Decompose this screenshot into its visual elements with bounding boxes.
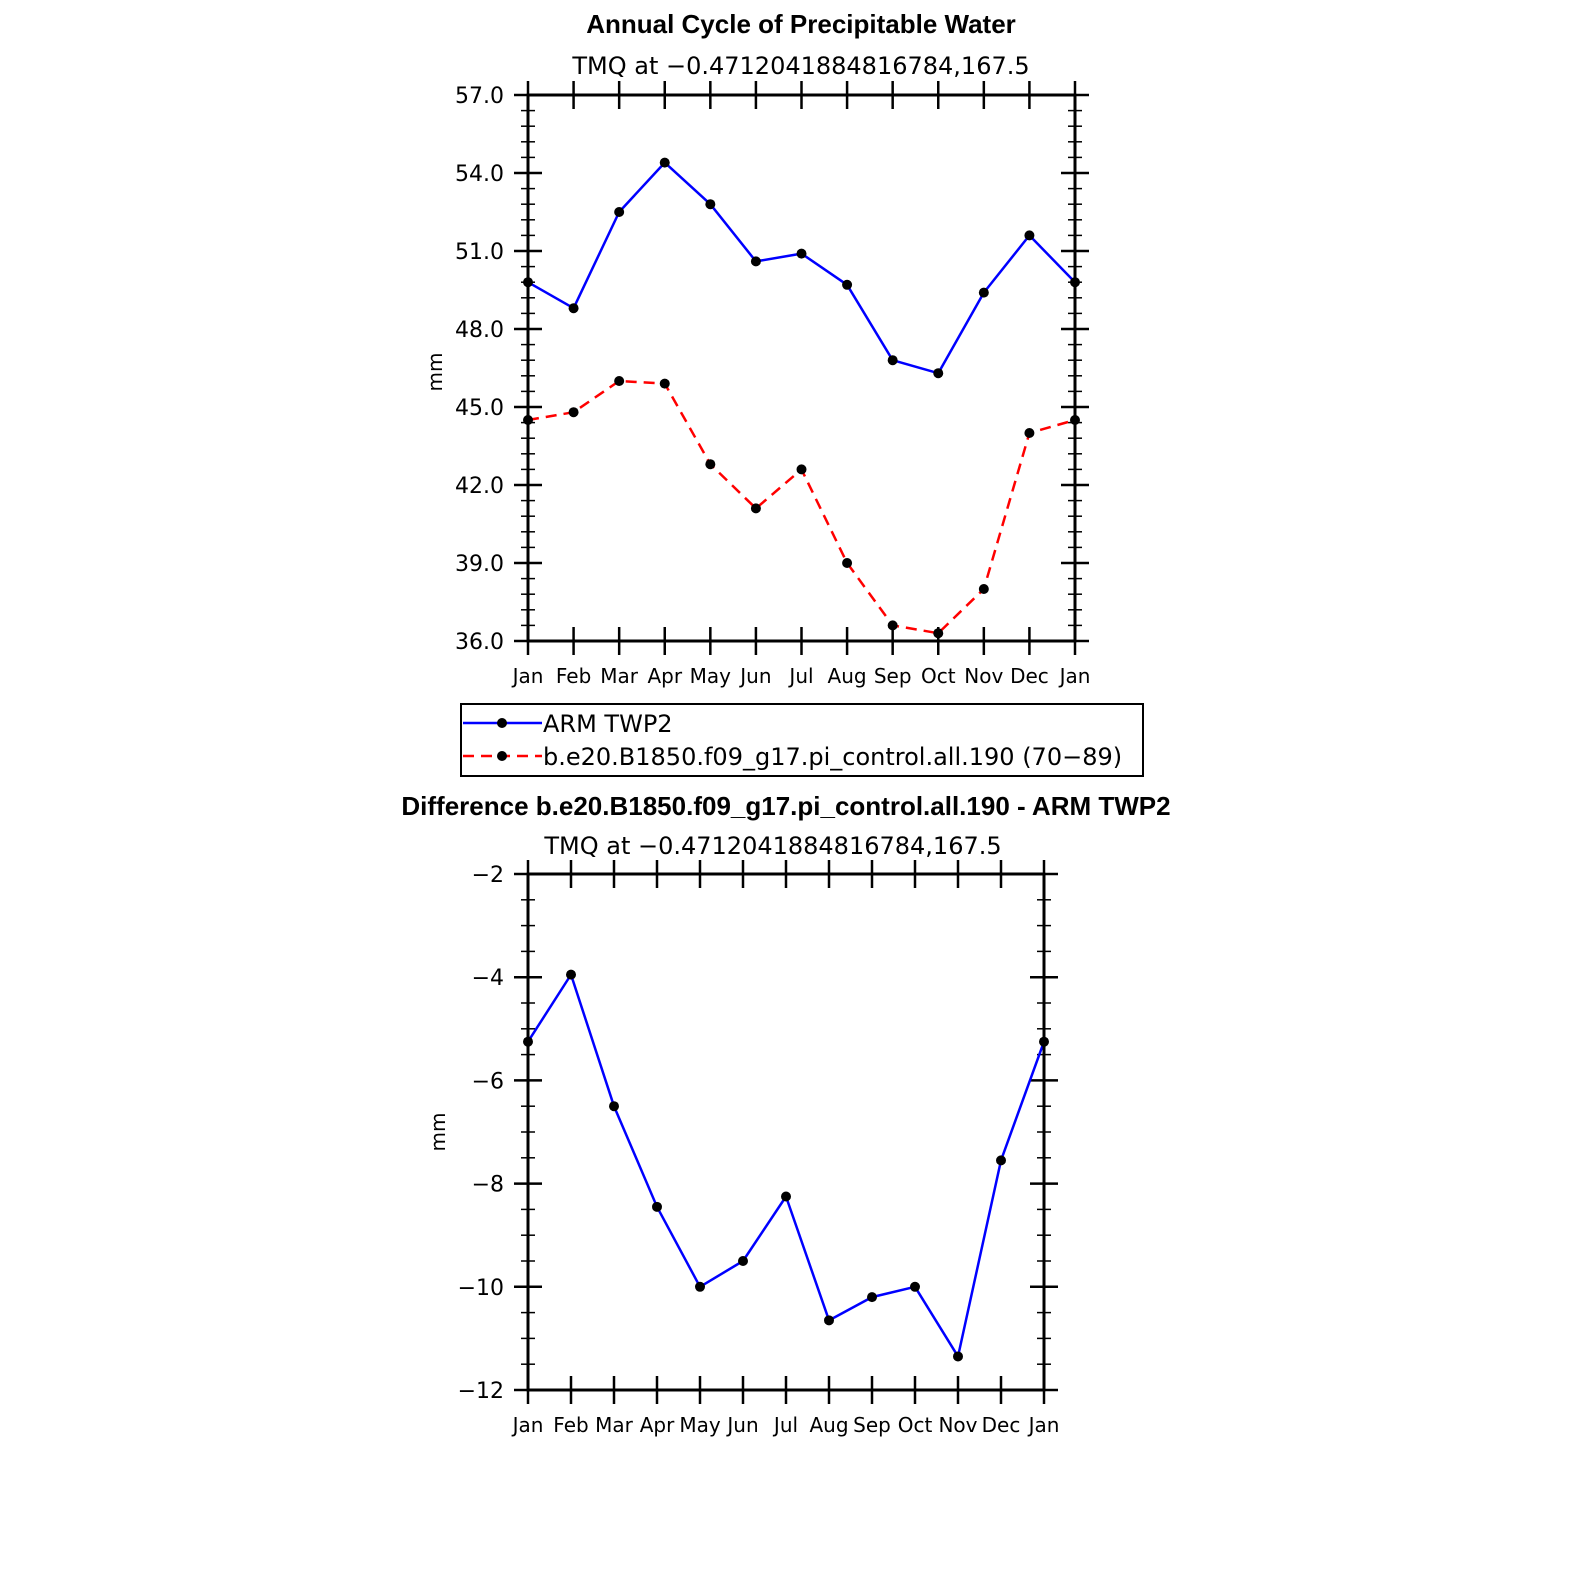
chart-1-x-tick-label: May bbox=[690, 664, 732, 688]
chart-1-series-0-point bbox=[659, 157, 670, 168]
chart-1-y-tick-label: 57.0 bbox=[455, 84, 504, 109]
chart-2-x-tick-label: Mar bbox=[595, 1413, 634, 1437]
chart-2-y-tick-label: −12 bbox=[458, 1379, 504, 1404]
chart-1-series-1-point bbox=[978, 584, 989, 594]
chart-1-series bbox=[523, 157, 1080, 639]
chart-1-series-1-point bbox=[1024, 428, 1035, 438]
chart-1-series-0-point bbox=[796, 248, 807, 259]
chart-2-series-0-point bbox=[824, 1315, 834, 1326]
chart-2-series-0-point bbox=[781, 1191, 791, 1202]
legend-marker-pi-control bbox=[497, 751, 507, 761]
chart-1-subtitle: TMQ at −0.4712041884816784,167.5 bbox=[571, 52, 1029, 80]
chart-2-series-0-point bbox=[867, 1292, 877, 1303]
chart-2-x-tick-label: Oct bbox=[898, 1413, 933, 1437]
chart-1-title: Annual Cycle of Precipitable Water bbox=[586, 9, 1016, 39]
chart-2-x-tick-label: May bbox=[679, 1413, 721, 1437]
chart-1-series-1-point bbox=[887, 620, 898, 631]
chart-1-x-tick-label: Mar bbox=[600, 664, 639, 688]
chart-2-y-tick-label: −8 bbox=[472, 1173, 504, 1198]
chart-1-y-tick-label: 45.0 bbox=[455, 396, 504, 421]
chart-1-x-tick-label: Jul bbox=[787, 664, 813, 688]
chart-1-x-tick-label: Sep bbox=[874, 664, 912, 688]
chart-1-y-tick-label: 36.0 bbox=[455, 630, 504, 655]
chart-1-series-1-point bbox=[750, 503, 761, 514]
legend-label-arm-twp2: ARM TWP2 bbox=[543, 710, 673, 738]
legend-marker-arm-twp2 bbox=[497, 718, 507, 728]
chart-1-series-1-point bbox=[659, 378, 670, 389]
chart-1-x-tick-label: Jan bbox=[511, 664, 544, 688]
chart-2-y-tick-label: −4 bbox=[472, 966, 504, 991]
chart-1-series-0-point bbox=[933, 368, 944, 379]
chart-2-x-tick-label: Jun bbox=[725, 1413, 758, 1437]
chart-2-x-tick-label: Apr bbox=[640, 1413, 675, 1437]
chart-2-x-tick-label: Dec bbox=[982, 1413, 1021, 1437]
chart-1-y-tick-label: 54.0 bbox=[455, 162, 504, 187]
chart-2-series bbox=[523, 969, 1049, 1362]
chart-1-series-0-point bbox=[842, 279, 853, 290]
chart-1-y-tick-label: 42.0 bbox=[455, 474, 504, 499]
chart-1-x-tick-label: Feb bbox=[556, 664, 591, 688]
chart-1: Annual Cycle of Precipitable Water TMQ a… bbox=[423, 9, 1090, 688]
legend-item-arm-twp2: ARM TWP2 bbox=[463, 710, 673, 738]
chart-2: Difference b.e20.B1850.f09_g17.pi_contro… bbox=[401, 791, 1170, 1437]
chart-1-y-tick-label: 51.0 bbox=[455, 240, 504, 265]
chart-2-series-0-point bbox=[953, 1351, 963, 1362]
chart-2-y-axis-label: mm bbox=[426, 1113, 450, 1152]
chart-1-legend: ARM TWP2 b.e20.B1850.f09_g17.pi_control.… bbox=[460, 703, 1144, 777]
chart-1-x-tick-label: Apr bbox=[647, 664, 682, 688]
chart-1-x-tick-label: Jan bbox=[1058, 664, 1091, 688]
chart-1-series-0-point bbox=[705, 199, 716, 210]
chart-2-y-tick-label: −2 bbox=[472, 863, 504, 888]
chart-1-x-tick-label: Aug bbox=[828, 664, 867, 688]
chart-2-ticks: −12 −10 −8 −6 −4 −2 Jan Feb Mar Apr May Jun Jul Aug Se… bbox=[458, 860, 1060, 1437]
chart-1-x-tick-label: Nov bbox=[964, 664, 1003, 688]
chart-1-series-1-point bbox=[568, 407, 579, 418]
legend-label-pi-control: b.e20.B1850.f09_g17.pi_control.all.190 (… bbox=[543, 743, 1122, 771]
chart-2-series-0-line bbox=[526, 973, 1046, 1358]
chart-1-y-tick-label: 48.0 bbox=[455, 318, 504, 343]
chart-1-series-0-point bbox=[750, 256, 761, 267]
chart-2-x-tick-label: Aug bbox=[809, 1413, 848, 1437]
chart-2-plot-frame bbox=[526, 872, 1046, 1392]
chart-2-series-0-point bbox=[695, 1281, 705, 1292]
chart-1-series-1-point bbox=[705, 459, 716, 470]
chart-1-series-1-line bbox=[527, 379, 1076, 635]
chart-2-series-0-point bbox=[738, 1256, 748, 1266]
chart-2-x-tick-label: Jan bbox=[511, 1413, 544, 1437]
chart-1-plot-frame bbox=[526, 93, 1077, 643]
chart-1-series-0-point bbox=[887, 355, 898, 366]
chart-1-series-0-point bbox=[978, 287, 989, 298]
chart-1-y-tick-label: 39.0 bbox=[455, 552, 504, 577]
chart-2-series-0-point bbox=[910, 1281, 920, 1292]
chart-2-x-tick-label: Nov bbox=[938, 1413, 977, 1437]
chart-1-series-1-point bbox=[796, 464, 807, 475]
chart-2-title: Difference b.e20.B1850.f09_g17.pi_contro… bbox=[401, 791, 1170, 821]
legend-item-pi-control: b.e20.B1850.f09_g17.pi_control.all.190 (… bbox=[463, 743, 1122, 771]
chart-1-series-1-point bbox=[842, 558, 853, 568]
chart-2-x-tick-label: Sep bbox=[853, 1413, 891, 1437]
chart-1-y-axis-label: mm bbox=[423, 353, 447, 392]
legend-frame bbox=[460, 703, 1144, 777]
chart-1-x-tick-label: Oct bbox=[921, 664, 956, 688]
chart-1-ticks: 36.0 39.0 42.0 45.0 48.0 51.0 54.0 57.0 Jan Feb Ma… bbox=[455, 81, 1090, 688]
chart-1-series-0-line bbox=[527, 161, 1076, 375]
chart-1-x-tick-label: Jun bbox=[738, 664, 771, 688]
chart-1-series-1-point bbox=[933, 628, 944, 639]
chart-2-x-tick-label: Jan bbox=[1027, 1413, 1060, 1437]
chart-2-series-0-point bbox=[652, 1201, 662, 1212]
chart-1-series-0-point bbox=[614, 207, 625, 217]
chart-1-series-1-point bbox=[614, 376, 625, 386]
chart-1-x-tick-label: Dec bbox=[1010, 664, 1049, 688]
chart-2-y-tick-label: −10 bbox=[458, 1276, 504, 1301]
chart-2-subtitle: TMQ at −0.4712041884816784,167.5 bbox=[543, 832, 1001, 860]
chart-2-x-tick-label: Jul bbox=[772, 1413, 798, 1437]
chart-1-series-0-point bbox=[1024, 230, 1035, 241]
chart-2-x-tick-label: Feb bbox=[553, 1413, 588, 1437]
chart-2-series-0-point bbox=[566, 969, 576, 980]
chart-1-series-0-point bbox=[568, 303, 579, 314]
chart-2-series-0-point bbox=[996, 1155, 1006, 1166]
chart-2-y-tick-label: −6 bbox=[472, 1069, 504, 1094]
chart-2-series-0-point bbox=[609, 1101, 619, 1112]
